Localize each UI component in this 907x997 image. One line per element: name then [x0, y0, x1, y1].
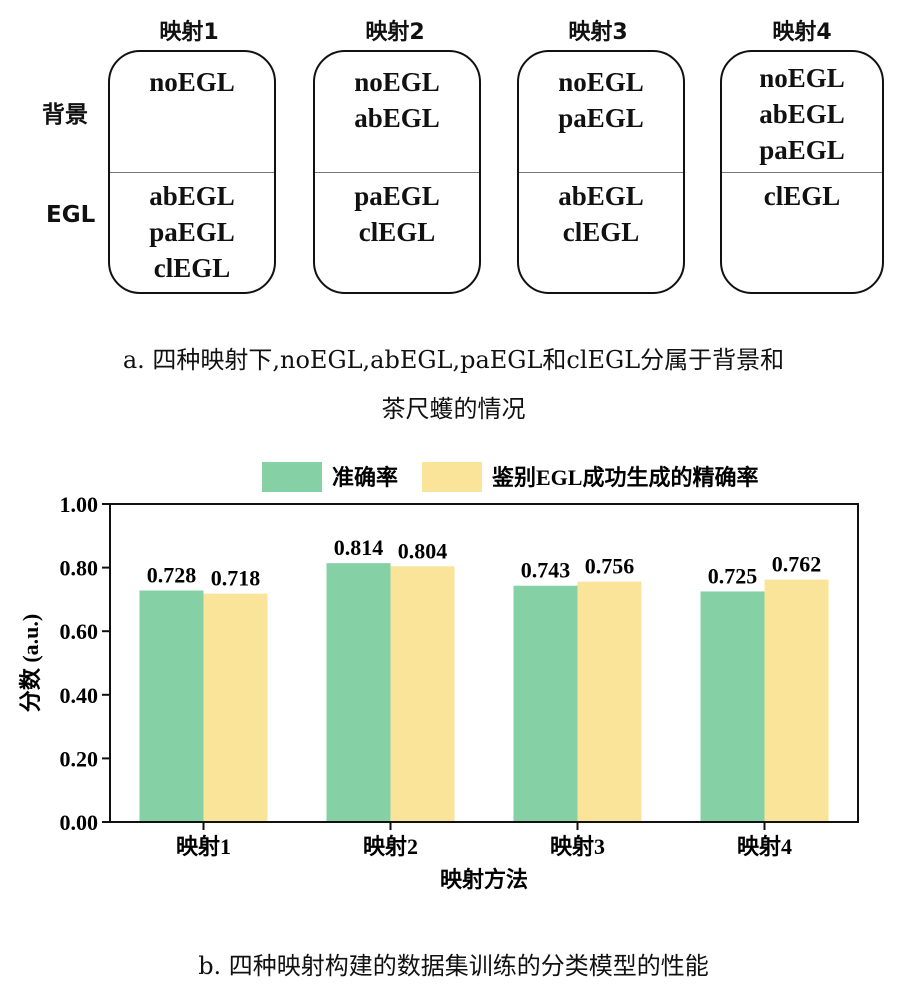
bar-precision-3 — [577, 581, 642, 822]
x-tick-label: 映射4 — [737, 834, 792, 859]
bar-value-label: 0.756 — [585, 554, 635, 579]
mapping-title-3: 映射3 — [568, 20, 628, 45]
bar-value-label: 0.743 — [521, 558, 571, 583]
legend-label-precision: 鉴别EGL成功生成的精确率 — [491, 465, 758, 490]
mapping-3-background-list: noEGL paEGL — [519, 64, 683, 136]
class-label: noEGL — [558, 67, 644, 97]
chart-legend: 准确率 鉴别EGL成功生成的精确率 — [262, 462, 758, 492]
legend-swatch-precision — [422, 462, 482, 492]
row-label-egl: EGL — [46, 202, 96, 228]
class-label: noEGL — [759, 63, 845, 93]
mapping-box-3: noEGL paEGL abEGL clEGL — [517, 50, 685, 294]
mapping-box-2: noEGL abEGL paEGL clEGL — [313, 50, 481, 294]
y-tick-label: 0.00 — [60, 810, 99, 835]
bar-precision-1 — [203, 593, 268, 822]
mapping-2-egl-list: paEGL clEGL — [315, 178, 479, 250]
bar-precision-4 — [764, 579, 829, 822]
bar-value-label: 0.725 — [708, 563, 758, 588]
bar-value-label: 0.804 — [398, 538, 448, 563]
divider-line — [519, 172, 683, 173]
bar-group: 0.728 0.718 0.814 0.804 0.743 0.756 0.725 0.762 — [139, 535, 829, 822]
mapping-title-4: 映射4 — [772, 20, 832, 45]
x-tick-label: 映射1 — [176, 834, 231, 859]
x-axis-label: 映射方法 — [440, 867, 528, 892]
row-label-background: 背景 — [42, 102, 88, 128]
mapping-box-1: noEGL abEGL paEGL clEGL — [108, 50, 276, 294]
bar-accuracy-1 — [139, 590, 204, 822]
divider-line — [722, 172, 882, 173]
caption-a-line1: a. 四种映射下,noEGL,abEGL,paEGL和clEGL分属于背景和 — [122, 346, 785, 374]
bar-precision-2 — [390, 566, 455, 822]
bar-accuracy-4 — [700, 591, 765, 822]
class-label: paEGL — [354, 181, 440, 211]
x-tick-label: 映射2 — [363, 834, 418, 859]
bar-value-label: 0.762 — [772, 552, 822, 577]
class-label: abEGL — [558, 181, 644, 211]
class-label: paEGL — [558, 103, 644, 133]
class-label: clEGL — [358, 217, 436, 247]
mapping-2-background-list: noEGL abEGL — [315, 64, 479, 136]
mapping-title-2: 映射2 — [365, 20, 425, 45]
class-label: abEGL — [149, 181, 235, 211]
class-label: paEGL — [149, 217, 235, 247]
y-tick-label: 0.40 — [60, 683, 99, 708]
mapping-4-egl-list: clEGL — [722, 178, 882, 214]
divider-line — [315, 172, 479, 173]
mapping-1-background-list: noEGL — [110, 64, 274, 100]
bar-value-label: 0.718 — [211, 566, 261, 591]
class-label: clEGL — [562, 217, 640, 247]
x-axis: 映射1 映射2 映射3 映射4 — [176, 822, 792, 859]
mapping-4-background-list: noEGL abEGL paEGL — [722, 60, 882, 168]
bar-accuracy-2 — [326, 563, 391, 822]
divider-line — [110, 172, 274, 173]
y-tick-label: 0.20 — [60, 746, 99, 771]
y-tick-label: 0.80 — [60, 556, 99, 581]
class-label: clEGL — [763, 181, 841, 211]
mapping-3-egl-list: abEGL clEGL — [519, 178, 683, 250]
plot-frame — [109, 503, 859, 823]
x-tick-label: 映射3 — [550, 834, 605, 859]
mapping-box-4: noEGL abEGL paEGL clEGL — [720, 50, 884, 294]
caption-a-line2: 茶尺蠖的情况 — [381, 395, 526, 423]
legend-swatch-accuracy — [262, 462, 322, 492]
class-label: abEGL — [759, 99, 845, 129]
y-axis-label: 分数 (a.u.) — [18, 614, 43, 712]
caption-b: b. 四种映射构建的数据集训练的分类模型的性能 — [198, 952, 709, 980]
class-label: abEGL — [354, 103, 440, 133]
mapping-title-1: 映射1 — [159, 20, 219, 45]
class-label: noEGL — [354, 67, 440, 97]
y-axis: 0.00 0.20 0.40 0.60 0.80 1.00 — [60, 492, 110, 835]
mapping-1-egl-list: abEGL paEGL clEGL — [110, 178, 274, 286]
bar-accuracy-3 — [513, 585, 578, 822]
y-tick-label: 0.60 — [60, 619, 99, 644]
class-label: clEGL — [153, 253, 231, 283]
bar-value-label: 0.728 — [147, 562, 197, 587]
class-label: noEGL — [149, 67, 235, 97]
bar-value-label: 0.814 — [334, 535, 384, 560]
legend-label-accuracy: 准确率 — [332, 465, 398, 490]
y-tick-label: 1.00 — [60, 492, 99, 517]
class-label: paEGL — [759, 135, 845, 165]
